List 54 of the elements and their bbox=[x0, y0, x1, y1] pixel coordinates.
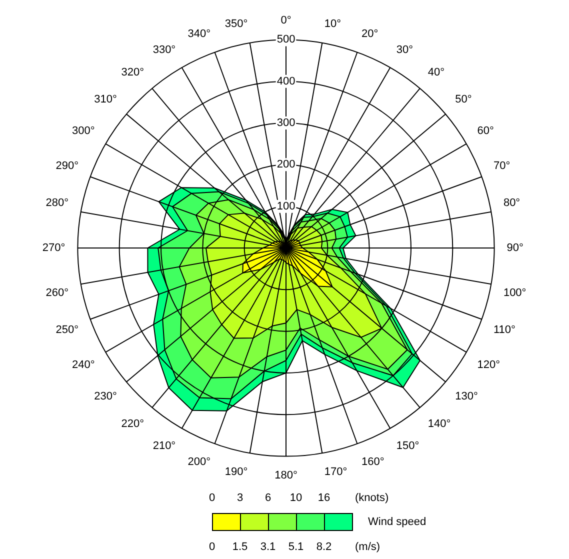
spoke-label: 40° bbox=[428, 66, 445, 78]
text: 16 bbox=[318, 492, 330, 504]
spoke-label: 220° bbox=[121, 418, 144, 430]
spoke-label: 320° bbox=[121, 66, 144, 78]
spoke-label: 70° bbox=[493, 160, 510, 172]
spoke-label: 30° bbox=[396, 44, 414, 56]
spoke-label: 330° bbox=[152, 44, 176, 56]
spoke-label: 140° bbox=[428, 418, 451, 430]
spoke-label: 310° bbox=[94, 94, 117, 106]
y-tick-label: 200 bbox=[276, 158, 296, 171]
y-tick-label: 500 bbox=[276, 34, 296, 46]
spoke-label: 80° bbox=[503, 197, 520, 210]
spoke-label: 290° bbox=[56, 160, 79, 172]
spoke-label: 20° bbox=[362, 28, 378, 40]
y-tick-label: 100 bbox=[276, 200, 296, 212]
text: 3 bbox=[236, 492, 244, 504]
spoke-label: 340° bbox=[188, 28, 210, 40]
legend-title: Wind speed bbox=[368, 516, 426, 528]
text: 0 bbox=[208, 541, 216, 553]
text: 0 bbox=[208, 492, 216, 504]
text: 10 bbox=[290, 492, 302, 504]
spoke-label: 110° bbox=[493, 324, 516, 336]
spoke-label: 190° bbox=[224, 466, 248, 478]
text: 1.5 bbox=[232, 541, 248, 553]
spoke-label: 250° bbox=[56, 324, 79, 336]
y-tick-label: 400 bbox=[276, 75, 296, 88]
spoke-label: 50° bbox=[455, 94, 472, 106]
spoke-label: 350° bbox=[224, 18, 248, 30]
spoke-label: 60° bbox=[477, 125, 494, 138]
spoke-label: 160° bbox=[362, 456, 384, 468]
text: 3.1 bbox=[260, 541, 276, 553]
y-tick-label: 300 bbox=[276, 117, 296, 130]
spoke-label: 170° bbox=[324, 466, 348, 478]
spoke-label: 280° bbox=[46, 197, 69, 210]
text: (knots) bbox=[355, 492, 389, 504]
text: (m/s) bbox=[355, 541, 380, 553]
spoke-label: 0° bbox=[280, 14, 292, 27]
spoke-label: 260° bbox=[46, 286, 69, 299]
spoke-label: 210° bbox=[152, 440, 176, 452]
spoke-label: 300° bbox=[72, 125, 95, 138]
text: 8.2 bbox=[316, 541, 332, 553]
spoke-label: 180° bbox=[274, 469, 298, 482]
text: 6 bbox=[264, 492, 272, 504]
spoke-label: 150° bbox=[396, 440, 420, 452]
spoke-label: 200° bbox=[188, 456, 210, 468]
spoke-label: 90° bbox=[506, 242, 524, 254]
spoke-label: 100° bbox=[503, 286, 526, 299]
spoke-label: 10° bbox=[324, 18, 341, 30]
spoke-label: 120° bbox=[477, 359, 500, 372]
spoke-label: 130° bbox=[455, 390, 478, 403]
spoke-label: 270° bbox=[42, 242, 66, 254]
spoke-label: 240° bbox=[72, 359, 95, 372]
text: 5.1 bbox=[288, 541, 304, 553]
spoke-label: 230° bbox=[94, 390, 117, 403]
